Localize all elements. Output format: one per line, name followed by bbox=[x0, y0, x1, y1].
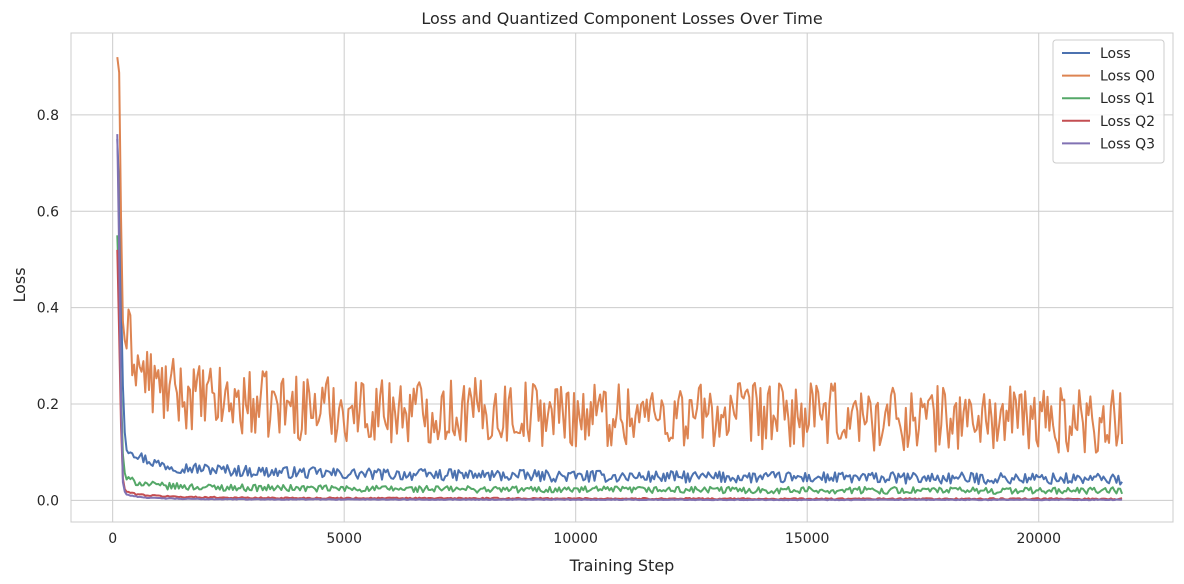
series-line-loss-q0 bbox=[116, 56, 1124, 454]
series-line-loss bbox=[116, 138, 1123, 486]
legend-entry: Loss Q3 bbox=[1100, 136, 1155, 152]
y-axis-label: Loss bbox=[10, 267, 29, 302]
y-tick-label: 0.0 bbox=[37, 493, 59, 509]
x-tick-label: 10000 bbox=[553, 531, 598, 547]
legend-entry: Loss Q2 bbox=[1100, 114, 1155, 130]
legend-entry: Loss Q0 bbox=[1100, 69, 1155, 85]
y-tick-label: 0.4 bbox=[37, 301, 59, 317]
legend-entry: Loss bbox=[1100, 46, 1131, 62]
x-tick-label: 5000 bbox=[326, 531, 362, 547]
x-tick-label: 20000 bbox=[1016, 531, 1061, 547]
series-lines bbox=[116, 56, 1124, 502]
plot-area bbox=[70, 32, 1174, 523]
legend-box bbox=[1052, 39, 1165, 164]
legend: Loss Loss Q0 Loss Q1 Loss Q2 Loss Q3 bbox=[1052, 39, 1165, 164]
y-tick-label: 0.2 bbox=[37, 397, 59, 413]
x-axis-ticks: 0 5000 10000 15000 20000 bbox=[108, 531, 1061, 547]
legend-entry: Loss Q1 bbox=[1100, 91, 1155, 107]
chart-title: Loss and Quantized Component Losses Over… bbox=[421, 9, 822, 28]
series-line-loss-q3 bbox=[116, 134, 1123, 502]
x-axis-label: Training Step bbox=[569, 556, 675, 575]
y-tick-label: 0.6 bbox=[37, 204, 59, 220]
y-axis-ticks: 0.0 0.2 0.4 0.6 0.8 bbox=[37, 108, 59, 509]
x-tick-label: 0 bbox=[108, 531, 117, 547]
series-line-loss-q1 bbox=[116, 235, 1124, 495]
x-tick-label: 15000 bbox=[785, 531, 830, 547]
y-tick-label: 0.8 bbox=[37, 108, 59, 124]
plot-frame bbox=[70, 32, 1174, 523]
